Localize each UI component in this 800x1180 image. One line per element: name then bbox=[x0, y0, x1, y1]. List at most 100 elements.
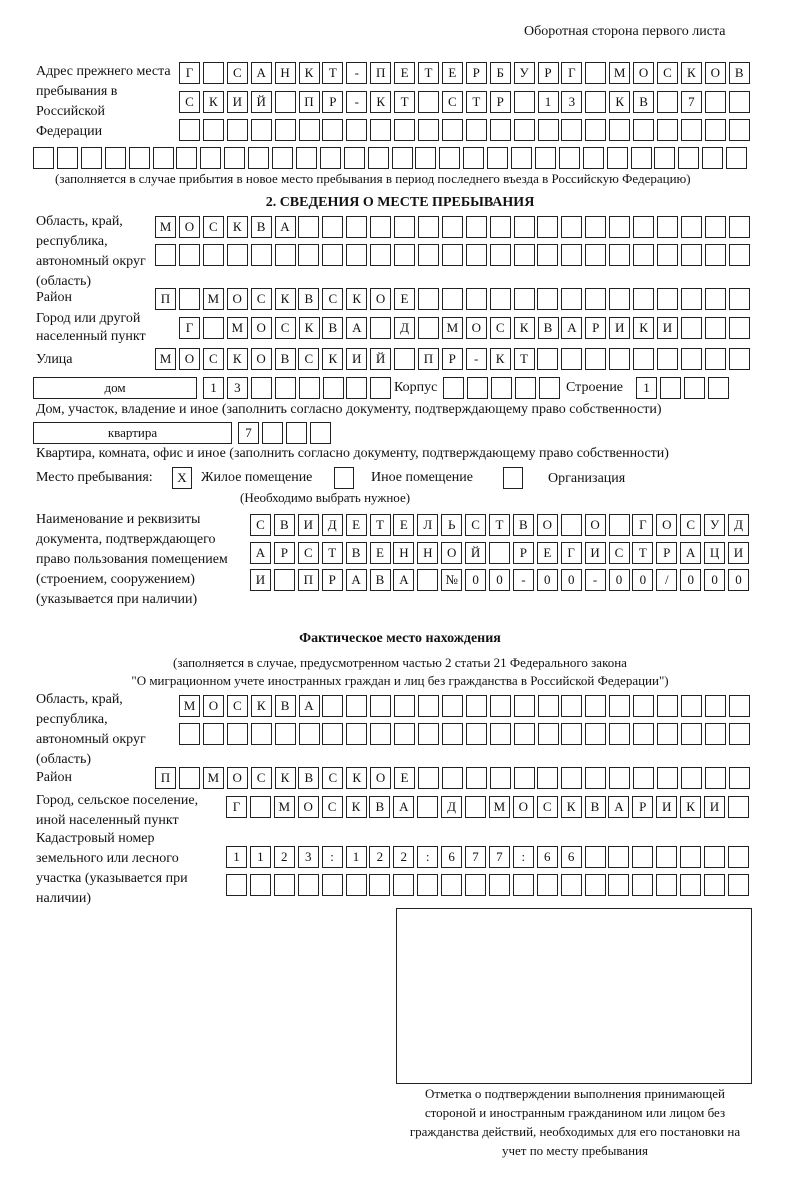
char-cell[interactable] bbox=[418, 695, 439, 717]
char-cell[interactable]: Л bbox=[417, 514, 439, 536]
char-cell[interactable] bbox=[513, 695, 535, 717]
char-cell[interactable]: Н bbox=[393, 542, 415, 564]
char-cell[interactable]: К bbox=[274, 767, 296, 789]
char-cell[interactable]: В bbox=[728, 62, 750, 84]
char-cell[interactable] bbox=[633, 244, 654, 266]
stay-option-residential-checkbox[interactable]: X bbox=[172, 467, 192, 489]
char-cell[interactable] bbox=[656, 288, 678, 310]
char-cell[interactable] bbox=[202, 119, 224, 141]
char-cell[interactable]: Р bbox=[585, 317, 607, 339]
char-cell[interactable]: К bbox=[345, 796, 367, 818]
char-cell[interactable] bbox=[128, 147, 150, 169]
char-cell[interactable] bbox=[274, 377, 296, 399]
char-cell[interactable] bbox=[704, 348, 726, 370]
char-cell[interactable] bbox=[319, 147, 341, 169]
char-cell[interactable]: А bbox=[608, 796, 630, 818]
char-cell[interactable] bbox=[321, 874, 343, 896]
char-cell[interactable]: К bbox=[274, 288, 296, 310]
char-cell[interactable] bbox=[728, 317, 750, 339]
char-cell[interactable] bbox=[179, 119, 200, 141]
char-cell[interactable]: К bbox=[322, 348, 344, 370]
char-cell[interactable] bbox=[489, 244, 511, 266]
char-cell[interactable]: 0 bbox=[465, 569, 487, 591]
char-cell[interactable] bbox=[656, 348, 678, 370]
char-cell[interactable] bbox=[704, 695, 726, 717]
char-cell[interactable] bbox=[537, 216, 559, 238]
char-cell[interactable]: П bbox=[417, 348, 439, 370]
char-cell[interactable]: В bbox=[369, 796, 391, 818]
char-cell[interactable] bbox=[322, 695, 344, 717]
char-cell[interactable]: Р bbox=[322, 91, 344, 113]
char-cell[interactable] bbox=[391, 147, 413, 169]
char-cell[interactable] bbox=[585, 767, 607, 789]
char-cell[interactable] bbox=[585, 91, 607, 113]
char-cell[interactable]: П bbox=[155, 767, 176, 789]
char-cell[interactable] bbox=[609, 244, 631, 266]
char-cell[interactable] bbox=[537, 119, 559, 141]
char-cell[interactable]: К bbox=[346, 767, 368, 789]
char-cell[interactable]: Е bbox=[345, 514, 367, 536]
char-cell[interactable]: С bbox=[202, 348, 224, 370]
char-cell[interactable]: Е bbox=[394, 767, 415, 789]
char-cell[interactable] bbox=[394, 244, 415, 266]
char-cell[interactable] bbox=[537, 723, 559, 745]
char-cell[interactable]: 0 bbox=[608, 569, 630, 591]
char-cell[interactable] bbox=[250, 377, 272, 399]
char-cell[interactable]: Г bbox=[560, 542, 582, 564]
char-cell[interactable] bbox=[417, 244, 439, 266]
char-cell[interactable]: О bbox=[178, 348, 200, 370]
char-cell[interactable]: Е bbox=[369, 542, 391, 564]
char-cell[interactable] bbox=[441, 695, 463, 717]
char-cell[interactable] bbox=[513, 119, 535, 141]
char-cell[interactable] bbox=[633, 767, 654, 789]
char-cell[interactable] bbox=[394, 348, 415, 370]
char-cell[interactable]: В bbox=[537, 317, 559, 339]
char-cell[interactable]: 0 bbox=[489, 569, 510, 591]
char-cell[interactable] bbox=[680, 244, 702, 266]
char-cell[interactable]: О bbox=[250, 317, 272, 339]
char-cell[interactable]: М bbox=[273, 796, 295, 818]
char-cell[interactable] bbox=[513, 91, 535, 113]
char-cell[interactable] bbox=[370, 723, 392, 745]
char-cell[interactable]: П bbox=[297, 569, 319, 591]
char-cell[interactable] bbox=[654, 147, 676, 169]
char-cell[interactable]: В bbox=[322, 317, 344, 339]
char-cell[interactable]: С bbox=[250, 514, 271, 536]
char-cell[interactable] bbox=[680, 317, 702, 339]
char-cell[interactable] bbox=[582, 147, 604, 169]
char-cell[interactable] bbox=[465, 288, 487, 310]
char-cell[interactable] bbox=[394, 723, 416, 745]
char-cell[interactable]: В bbox=[512, 514, 534, 536]
char-cell[interactable]: : bbox=[321, 846, 343, 868]
char-cell[interactable]: С bbox=[179, 91, 200, 113]
char-cell[interactable] bbox=[297, 874, 319, 896]
house-type-box[interactable]: дом bbox=[33, 377, 197, 399]
char-cell[interactable]: Й bbox=[465, 542, 487, 564]
char-cell[interactable] bbox=[609, 119, 631, 141]
char-cell[interactable]: О bbox=[656, 514, 678, 536]
char-cell[interactable]: С bbox=[322, 288, 344, 310]
char-cell[interactable]: 7 bbox=[238, 422, 259, 444]
char-cell[interactable]: К bbox=[226, 348, 248, 370]
char-cell[interactable]: Г bbox=[179, 317, 200, 339]
char-cell[interactable]: С bbox=[608, 542, 630, 564]
char-cell[interactable] bbox=[298, 377, 320, 399]
char-cell[interactable] bbox=[727, 874, 749, 896]
char-cell[interactable] bbox=[657, 91, 678, 113]
char-cell[interactable]: А bbox=[393, 796, 415, 818]
char-cell[interactable] bbox=[441, 216, 463, 238]
char-cell[interactable]: У bbox=[513, 62, 535, 84]
char-cell[interactable] bbox=[538, 377, 560, 399]
char-cell[interactable] bbox=[370, 244, 392, 266]
char-cell[interactable] bbox=[513, 288, 535, 310]
char-cell[interactable] bbox=[322, 244, 344, 266]
char-cell[interactable] bbox=[346, 244, 368, 266]
char-cell[interactable]: М bbox=[155, 216, 176, 238]
char-cell[interactable] bbox=[704, 767, 726, 789]
char-cell[interactable]: С bbox=[226, 62, 248, 84]
char-cell[interactable] bbox=[656, 216, 678, 238]
char-cell[interactable]: Е bbox=[394, 288, 415, 310]
char-cell[interactable]: М bbox=[441, 317, 463, 339]
char-cell[interactable]: А bbox=[680, 542, 702, 564]
char-cell[interactable] bbox=[274, 119, 296, 141]
